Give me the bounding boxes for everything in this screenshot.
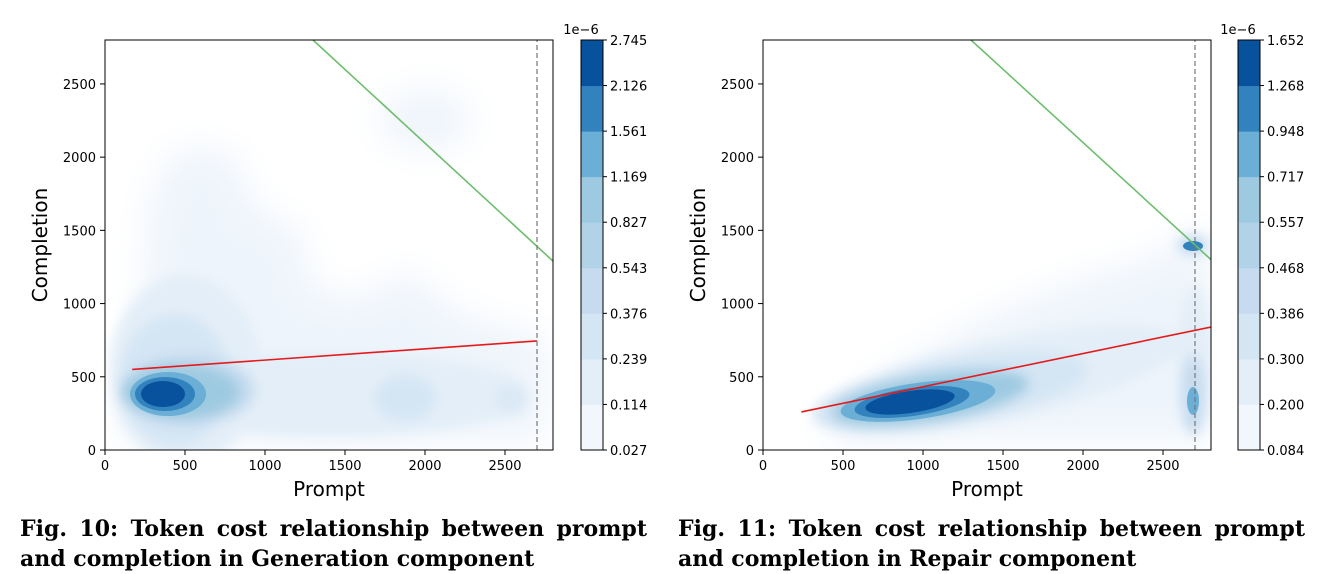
chart-repair-density xyxy=(812,230,1211,440)
colorbar-band xyxy=(581,131,603,178)
caption-generation-text: Token cost relationship between prompt a… xyxy=(20,516,647,572)
colorbar-tick-label: 0.114 xyxy=(610,398,647,413)
y-tick-label: 2000 xyxy=(63,151,96,166)
chart-repair-lines xyxy=(801,40,1211,450)
y-tick-label: 1000 xyxy=(63,298,96,313)
y-tick-label: 2500 xyxy=(63,78,96,93)
colorbar-band xyxy=(1238,222,1260,269)
x-tick-label: 1000 xyxy=(248,459,281,474)
colorbar-band xyxy=(581,267,603,314)
colorbar-band xyxy=(1238,358,1260,405)
colorbar-tick-label: 0.468 xyxy=(1267,262,1304,277)
chart-generation-colorbar: 0.027 0.114 0.239 0.376 0.543 0.827 1.169 1.561… xyxy=(563,23,647,459)
chart-generation-density xyxy=(110,90,545,450)
density-region-5 xyxy=(496,384,528,416)
colorbar-tick-label: 1.652 xyxy=(1267,34,1304,49)
x-tick-label: 1500 xyxy=(328,459,361,474)
colorbar-multiplier: 1e−6 xyxy=(1220,23,1255,38)
density-peak-core xyxy=(141,381,185,407)
x-tick-label: 2000 xyxy=(1066,459,1099,474)
density-peak-core xyxy=(865,389,955,415)
y-tick-label: 500 xyxy=(729,371,754,386)
chart-repair: 0 500 1000 1500 2000 2500 0 500 1000 1500 2000 2500… xyxy=(686,23,1304,501)
y-tick-label: 0 xyxy=(746,444,754,459)
colorbar-band xyxy=(581,40,603,87)
colorbar-band xyxy=(1238,85,1260,132)
chart-generation: 0 500 1000 1500 2000 2500 0 500 1000 1500 2000 2500… xyxy=(28,23,647,501)
chart-generation-lines xyxy=(132,40,553,450)
y-tick-label: 1500 xyxy=(721,224,754,239)
x-tick-label: 500 xyxy=(831,459,856,474)
colorbar-band xyxy=(581,404,603,451)
chart-repair-axes-frame xyxy=(762,39,1212,451)
colorbar-tick-label: 0.827 xyxy=(610,216,647,231)
colorbar-band xyxy=(581,358,603,405)
colorbar-band xyxy=(581,85,603,132)
density-peak-tertiary xyxy=(1187,387,1199,415)
colorbar-tick-label: 0.027 xyxy=(610,444,647,459)
y-tick-label: 2000 xyxy=(721,151,754,166)
colorbar-tick-label: 0.084 xyxy=(1267,444,1304,459)
colorbar-tick-label: 2.745 xyxy=(610,34,647,49)
colorbar-band xyxy=(1238,267,1260,314)
chart-repair-ticks: 0 500 1000 1500 2000 2500 0 500 1000 1500 2000 2500 xyxy=(721,78,1180,474)
y-tick-label: 2500 xyxy=(721,78,754,93)
colorbar-tick-label: 1.561 xyxy=(610,125,647,140)
chart-repair-ylabel: Completion xyxy=(686,188,710,303)
chart-generation-ticks: 0 500 1000 1500 2000 2500 0 500 1000 1500 2000 2500 xyxy=(63,78,522,474)
overlay-line-red xyxy=(801,326,1211,413)
chart-generation-ylabel: Completion xyxy=(28,188,52,303)
x-tick-label: 2500 xyxy=(1146,459,1179,474)
caption-generation-label: Fig. 10: xyxy=(20,516,119,542)
colorbar-frame xyxy=(580,39,604,451)
caption-repair-label: Fig. 11: xyxy=(678,516,777,542)
colorbar-frame xyxy=(1237,39,1261,451)
x-tick-label: 2000 xyxy=(408,459,441,474)
x-tick-label: 1000 xyxy=(906,459,939,474)
colorbar-tick-label: 0.557 xyxy=(1267,216,1304,231)
colorbar-tick-label: 0.300 xyxy=(1267,353,1304,368)
x-tick-label: 500 xyxy=(173,459,198,474)
colorbar-band xyxy=(1238,313,1260,360)
chart-repair-xlabel: Prompt xyxy=(951,477,1023,501)
caption-repair: Fig. 11: Token cost relationship between… xyxy=(678,514,1305,574)
overlay-line-green xyxy=(970,40,1211,261)
x-tick-label: 2500 xyxy=(488,459,521,474)
colorbar-tick-label: 0.376 xyxy=(610,307,647,322)
chart-generation-xlabel: Prompt xyxy=(293,477,365,501)
y-tick-label: 0 xyxy=(88,444,96,459)
colorbar-tick-label: 1.169 xyxy=(610,171,647,186)
colorbar-tick-label: 1.268 xyxy=(1267,80,1304,95)
caption-generation: Fig. 10: Token cost relationship between… xyxy=(20,514,647,574)
chart-generation-axes-frame xyxy=(104,39,554,451)
x-tick-label: 0 xyxy=(101,459,109,474)
colorbar-band xyxy=(581,313,603,360)
colorbar-tick-label: 0.200 xyxy=(1267,398,1304,413)
density-region-upper-right xyxy=(380,90,470,150)
colorbar-tick-label: 0.948 xyxy=(1267,125,1304,140)
chart-repair-colorbar: 0.084 0.200 0.300 0.386 0.468 0.557 0.717 0.948… xyxy=(1220,23,1304,459)
x-tick-label: 0 xyxy=(759,459,767,474)
y-tick-label: 500 xyxy=(71,371,96,386)
colorbar-tick-label: 0.386 xyxy=(1267,307,1304,322)
colorbar-tick-label: 0.239 xyxy=(610,353,647,368)
caption-repair-text: Token cost relationship between prompt a… xyxy=(678,516,1305,572)
colorbar-band xyxy=(1238,40,1260,87)
density-region-4 xyxy=(375,376,435,420)
colorbar-tick-label: 2.126 xyxy=(610,80,647,95)
colorbar-tick-label: 0.717 xyxy=(1267,171,1304,186)
colorbar-band xyxy=(1238,131,1260,178)
overlay-line-red xyxy=(132,340,538,371)
colorbar-multiplier: 1e−6 xyxy=(563,23,598,38)
colorbar-tick-label: 0.543 xyxy=(610,262,647,277)
y-tick-label: 1500 xyxy=(63,224,96,239)
overlay-line-green xyxy=(312,40,553,262)
colorbar-band xyxy=(581,222,603,269)
colorbar-band xyxy=(581,176,603,223)
y-tick-label: 1000 xyxy=(721,298,754,313)
colorbar-band xyxy=(1238,176,1260,223)
x-tick-label: 1500 xyxy=(986,459,1019,474)
colorbar-band xyxy=(1238,404,1260,451)
